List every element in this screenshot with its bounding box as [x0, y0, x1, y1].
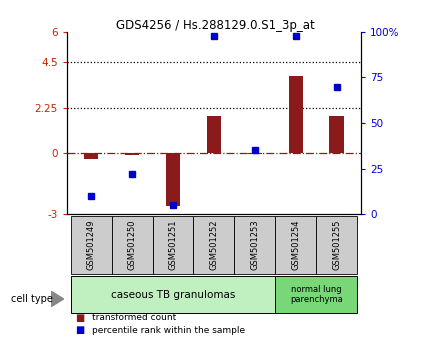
FancyBboxPatch shape: [153, 216, 194, 274]
Text: ■: ■: [75, 325, 85, 335]
Bar: [329, 116, 344, 153]
Text: ■: ■: [75, 313, 85, 323]
Text: normal lung
parenchyma: normal lung parenchyma: [290, 285, 343, 304]
Text: GSM501250: GSM501250: [128, 220, 137, 270]
FancyBboxPatch shape: [112, 216, 153, 274]
Bar: [248, 153, 262, 154]
FancyBboxPatch shape: [234, 216, 275, 274]
FancyBboxPatch shape: [194, 216, 234, 274]
FancyBboxPatch shape: [71, 276, 275, 313]
Text: percentile rank within the sample: percentile rank within the sample: [92, 326, 246, 335]
FancyBboxPatch shape: [275, 216, 316, 274]
FancyBboxPatch shape: [275, 276, 357, 313]
Text: cell type: cell type: [11, 294, 52, 304]
Bar: [207, 116, 221, 153]
Text: GSM501251: GSM501251: [169, 220, 178, 270]
Bar: [84, 153, 98, 159]
FancyBboxPatch shape: [316, 216, 357, 274]
FancyBboxPatch shape: [71, 216, 112, 274]
Text: GSM501249: GSM501249: [87, 220, 96, 270]
Bar: [125, 153, 139, 155]
Bar: [166, 153, 180, 206]
Text: GDS4256 / Hs.288129.0.S1_3p_at: GDS4256 / Hs.288129.0.S1_3p_at: [116, 19, 314, 33]
Polygon shape: [51, 291, 64, 307]
Text: caseous TB granulomas: caseous TB granulomas: [111, 290, 235, 300]
Text: GSM501255: GSM501255: [332, 220, 341, 270]
Bar: [289, 76, 303, 153]
Text: transformed count: transformed count: [92, 313, 177, 322]
Text: GSM501254: GSM501254: [291, 220, 300, 270]
Text: GSM501252: GSM501252: [209, 220, 218, 270]
Text: GSM501253: GSM501253: [250, 220, 259, 270]
